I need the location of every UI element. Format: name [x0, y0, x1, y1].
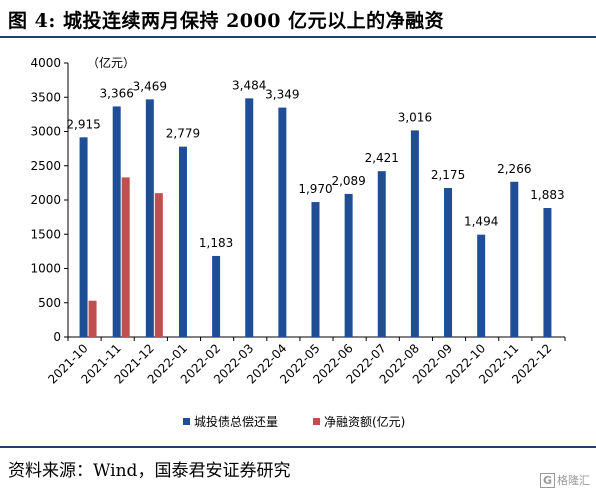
watermark-box: G — [539, 473, 555, 488]
bar-total-repayment — [245, 98, 254, 337]
legend-swatch-total-repayment — [183, 418, 190, 425]
bar-value-label: 2,266 — [497, 162, 531, 176]
bar-total-repayment — [543, 208, 552, 337]
bar-net-financing — [154, 193, 163, 337]
bar-total-repayment — [477, 234, 486, 337]
bar-value-label: 1,883 — [530, 188, 564, 202]
y-unit-label: （亿元） — [87, 55, 135, 70]
bar-total-repayment — [79, 137, 88, 337]
y-tick-label: 0 — [53, 330, 61, 344]
title-rule — [0, 36, 596, 38]
y-tick-label: 2000 — [30, 193, 61, 207]
bar-total-repayment — [377, 171, 386, 337]
bar-total-repayment — [112, 106, 121, 337]
bar-value-label: 2,175 — [431, 168, 465, 182]
bar-value-label: 2,915 — [66, 117, 100, 131]
y-tick-label: 500 — [38, 296, 61, 310]
bar-total-repayment — [278, 107, 287, 337]
y-tick-label: 3000 — [30, 125, 61, 139]
bar-total-repayment — [212, 255, 221, 337]
watermark-logo: G 格隆汇 — [539, 472, 590, 488]
bar-total-repayment — [410, 130, 419, 337]
bar-value-label: 1,970 — [298, 182, 332, 196]
bar-net-financing — [121, 177, 130, 337]
legend-label-net-financing: 净融资额(亿元) — [324, 414, 405, 429]
source-rule — [0, 446, 596, 448]
legend-label-total-repayment: 城投债总偿还量 — [194, 414, 278, 429]
bar-value-label: 3,349 — [265, 88, 299, 102]
title-bar: 图 4: 城投连续两月保持 2000 亿元以上的净融资 — [0, 0, 596, 36]
bar-total-repayment — [311, 202, 320, 337]
y-tick-label: 1000 — [30, 262, 61, 276]
bar-value-label: 2,089 — [331, 174, 365, 188]
watermark-text: 格隆汇 — [557, 474, 590, 487]
bar-total-repayment — [178, 146, 187, 337]
bar-value-label: 1,494 — [464, 215, 498, 229]
bar-total-repayment — [344, 193, 353, 337]
bar-value-label: 3,016 — [398, 110, 432, 124]
legend-swatch-net-financing — [313, 418, 320, 425]
y-tick-label: 1500 — [30, 227, 61, 241]
bar-value-label: 2,779 — [166, 127, 200, 141]
y-tick-label: 3500 — [30, 90, 61, 104]
bar-total-repayment — [510, 181, 519, 337]
bar-value-label: 3,366 — [100, 86, 134, 100]
bar-value-label: 2,421 — [365, 151, 399, 165]
bar-total-repayment — [145, 99, 154, 337]
y-tick-label: 2500 — [30, 159, 61, 173]
y-tick-label: 4000 — [30, 56, 61, 70]
bar-value-label: 1,183 — [199, 236, 233, 250]
bar-value-label: 3,469 — [133, 79, 167, 93]
bar-net-financing — [88, 300, 97, 337]
bar-total-repayment — [444, 188, 453, 337]
source-note: 资料来源：Wind，国泰君安证券研究 — [8, 461, 291, 481]
bar-value-label: 3,484 — [232, 78, 266, 92]
figure-title: 图 4: 城投连续两月保持 2000 亿元以上的净融资 — [8, 10, 445, 32]
